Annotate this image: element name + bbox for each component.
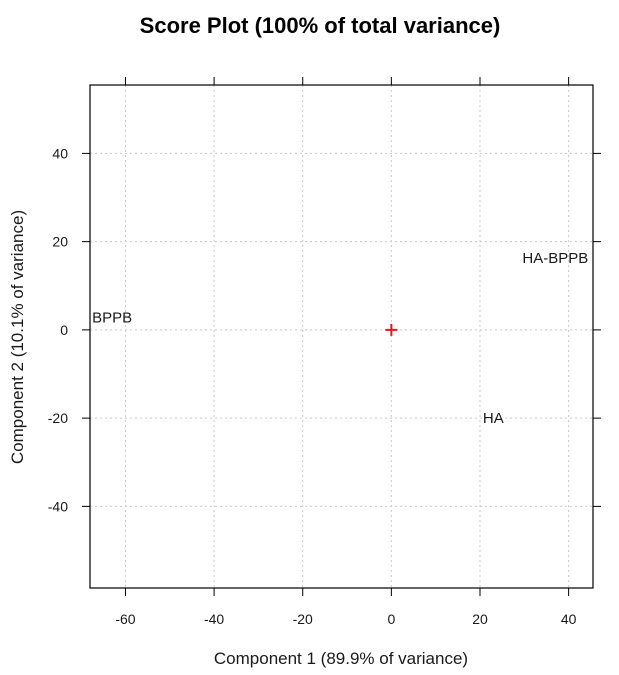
x-tick-label: 0 bbox=[387, 611, 395, 627]
x-tick-label: 20 bbox=[472, 611, 488, 627]
plot-frame bbox=[89, 84, 594, 589]
x-tick-label: -60 bbox=[115, 611, 135, 627]
y-tick-label: 40 bbox=[52, 145, 68, 161]
point-label: HA bbox=[483, 410, 504, 427]
x-tick-label: -40 bbox=[204, 611, 224, 627]
data-points: BPPB HA-BPPB HA bbox=[92, 250, 588, 427]
y-axis-label: Component 2 (10.1% of variance) bbox=[8, 210, 27, 464]
point-label: HA-BPPB bbox=[522, 250, 588, 267]
x-axis-label: Component 1 (89.9% of variance) bbox=[214, 649, 468, 668]
grid-lines bbox=[90, 85, 593, 588]
x-tick-label: 40 bbox=[561, 611, 577, 627]
x-tick-label: -20 bbox=[293, 611, 313, 627]
tick-labels: -60 -40 -20 0 20 40 -40 -20 0 20 40 bbox=[48, 145, 577, 627]
y-tick-label: -20 bbox=[48, 410, 68, 426]
y-tick-label: 0 bbox=[60, 322, 68, 338]
point-label: BPPB bbox=[92, 310, 132, 327]
origin-marker bbox=[385, 323, 398, 336]
y-tick-label: 20 bbox=[52, 234, 68, 250]
chart-title: Score Plot (100% of total variance) bbox=[140, 13, 501, 38]
axis-ticks bbox=[82, 77, 601, 596]
y-tick-label: -40 bbox=[48, 498, 68, 514]
